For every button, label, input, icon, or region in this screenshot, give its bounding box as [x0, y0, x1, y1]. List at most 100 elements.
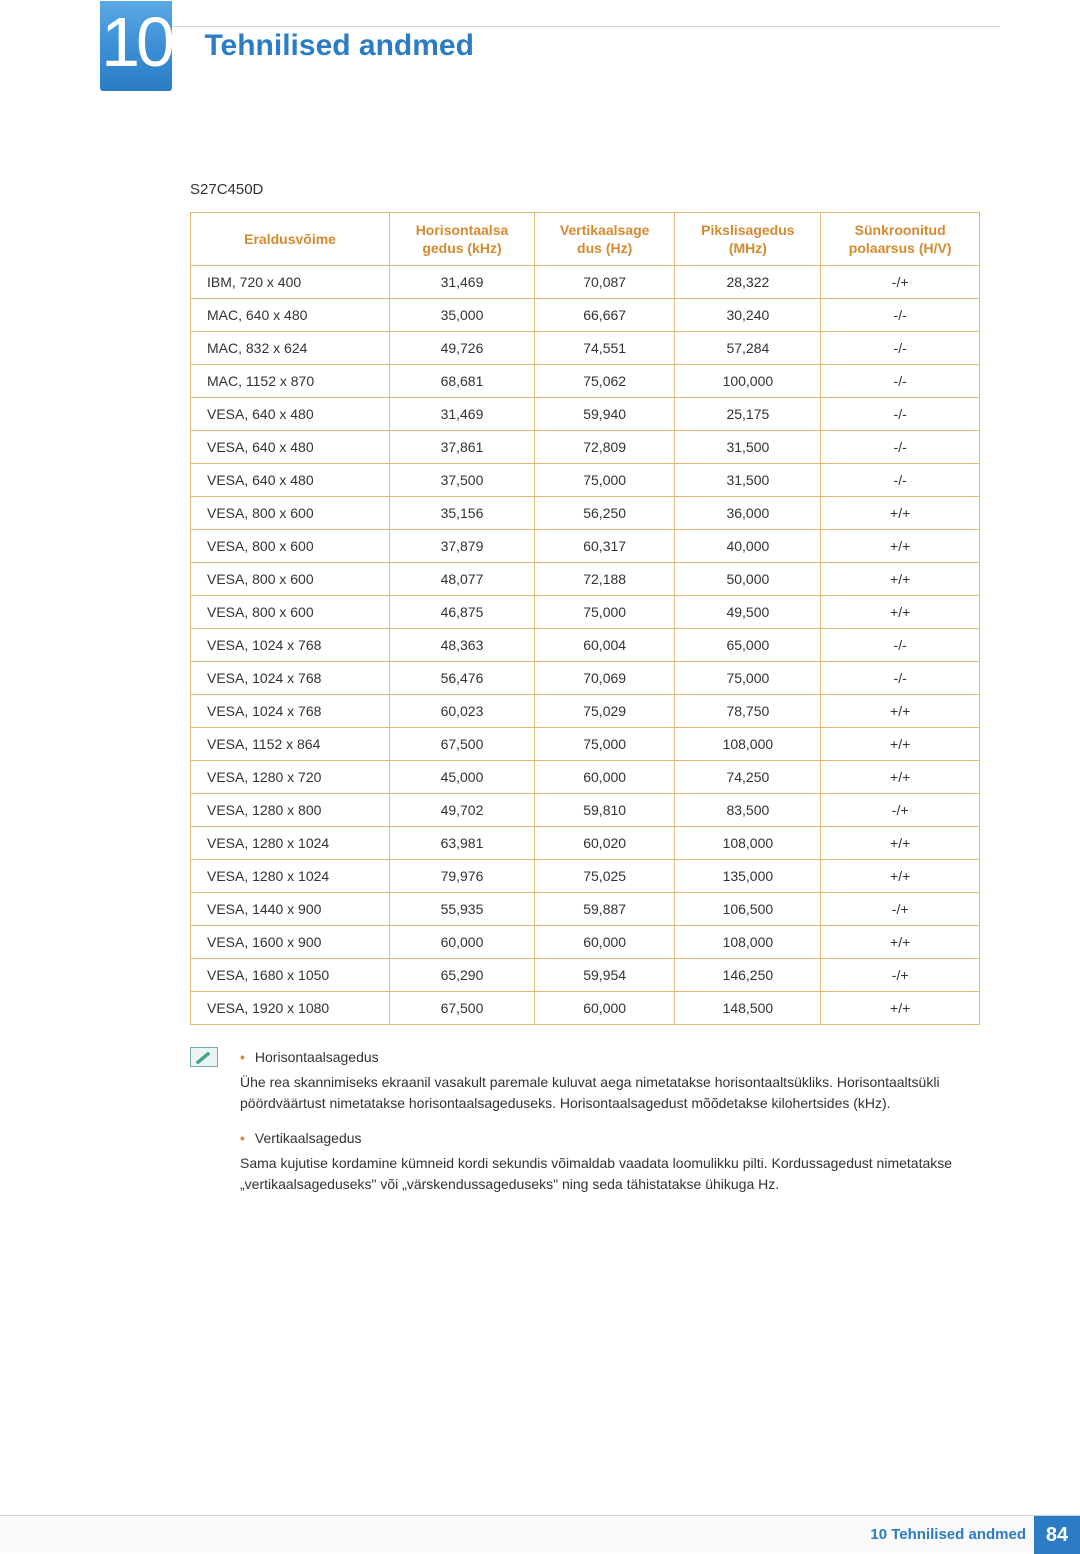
note-item: •VertikaalsagedusSama kujutise kordamine… [240, 1128, 980, 1195]
cell-hfreq: 49,726 [390, 332, 535, 365]
cell-hfreq: 48,363 [390, 629, 535, 662]
table-header-row: Eraldusvõime Horisontaalsagedus (kHz) Ve… [191, 213, 980, 266]
cell-pixelclock: 148,500 [675, 992, 821, 1025]
cell-sync: +/+ [821, 530, 980, 563]
cell-sync: +/+ [821, 497, 980, 530]
cell-resolution: VESA, 1152 x 864 [191, 728, 390, 761]
cell-sync: -/+ [821, 266, 980, 299]
col-hfreq: Horisontaalsagedus (kHz) [390, 213, 535, 266]
cell-pixelclock: 74,250 [675, 761, 821, 794]
cell-vfreq: 56,250 [534, 497, 675, 530]
page-footer: 10 Tehnilised andmed84 [0, 1515, 1080, 1553]
cell-hfreq: 35,156 [390, 497, 535, 530]
cell-sync: -/- [821, 464, 980, 497]
table-row: VESA, 800 x 60037,87960,31740,000+/+ [191, 530, 980, 563]
cell-hfreq: 31,469 [390, 266, 535, 299]
cell-sync: +/+ [821, 563, 980, 596]
cell-resolution: VESA, 1024 x 768 [191, 695, 390, 728]
note-icon [190, 1047, 218, 1067]
note-term: Vertikaalsagedus [255, 1130, 362, 1146]
cell-sync: -/+ [821, 959, 980, 992]
cell-pixelclock: 106,500 [675, 893, 821, 926]
table-row: MAC, 640 x 48035,00066,66730,240-/- [191, 299, 980, 332]
cell-pixelclock: 25,175 [675, 398, 821, 431]
spec-table: Eraldusvõime Horisontaalsagedus (kHz) Ve… [190, 212, 980, 1025]
cell-pixelclock: 108,000 [675, 827, 821, 860]
cell-hfreq: 63,981 [390, 827, 535, 860]
cell-sync: +/+ [821, 695, 980, 728]
cell-hfreq: 79,976 [390, 860, 535, 893]
table-row: VESA, 800 x 60046,87575,00049,500+/+ [191, 596, 980, 629]
cell-hfreq: 65,290 [390, 959, 535, 992]
chapter-header: 10 Tehnilised andmed [100, 1, 1080, 91]
cell-resolution: VESA, 1280 x 1024 [191, 827, 390, 860]
cell-resolution: VESA, 640 x 480 [191, 464, 390, 497]
table-row: VESA, 1280 x 102479,97675,025135,000+/+ [191, 860, 980, 893]
cell-pixelclock: 31,500 [675, 464, 821, 497]
table-row: VESA, 800 x 60035,15656,25036,000+/+ [191, 497, 980, 530]
table-row: VESA, 1600 x 90060,00060,000108,000+/+ [191, 926, 980, 959]
cell-vfreq: 75,025 [534, 860, 675, 893]
cell-vfreq: 59,954 [534, 959, 675, 992]
cell-vfreq: 75,000 [534, 464, 675, 497]
col-pixelclock: Pikslisagedus(MHz) [675, 213, 821, 266]
cell-pixelclock: 108,000 [675, 926, 821, 959]
cell-hfreq: 67,500 [390, 992, 535, 1025]
table-row: VESA, 1024 x 76860,02375,02978,750+/+ [191, 695, 980, 728]
table-row: VESA, 640 x 48031,46959,94025,175-/- [191, 398, 980, 431]
cell-resolution: VESA, 800 x 600 [191, 530, 390, 563]
cell-vfreq: 60,000 [534, 926, 675, 959]
cell-sync: +/+ [821, 596, 980, 629]
table-row: VESA, 640 x 48037,50075,00031,500-/- [191, 464, 980, 497]
cell-resolution: VESA, 1680 x 1050 [191, 959, 390, 992]
note-desc: Ühe rea skannimiseks ekraanil vasakult p… [240, 1072, 980, 1114]
cell-hfreq: 49,702 [390, 794, 535, 827]
cell-sync: +/+ [821, 728, 980, 761]
col-sync: Sünkroonitudpolaarsus (H/V) [821, 213, 980, 266]
table-row: VESA, 1024 x 76848,36360,00465,000-/- [191, 629, 980, 662]
cell-vfreq: 75,000 [534, 596, 675, 629]
cell-vfreq: 75,062 [534, 365, 675, 398]
cell-hfreq: 68,681 [390, 365, 535, 398]
cell-resolution: MAC, 1152 x 870 [191, 365, 390, 398]
cell-sync: -/- [821, 299, 980, 332]
cell-pixelclock: 49,500 [675, 596, 821, 629]
note-term: Horisontaalsagedus [255, 1049, 379, 1065]
table-row: VESA, 1280 x 72045,00060,00074,250+/+ [191, 761, 980, 794]
table-row: VESA, 1440 x 90055,93559,887106,500-/+ [191, 893, 980, 926]
cell-sync: -/- [821, 398, 980, 431]
cell-vfreq: 59,887 [534, 893, 675, 926]
table-row: VESA, 1280 x 102463,98160,020108,000+/+ [191, 827, 980, 860]
cell-vfreq: 59,940 [534, 398, 675, 431]
cell-vfreq: 72,188 [534, 563, 675, 596]
cell-pixelclock: 108,000 [675, 728, 821, 761]
footer-page-number: 84 [1034, 1516, 1080, 1554]
note-desc: Sama kujutise kordamine kümneid kordi se… [240, 1153, 980, 1195]
cell-vfreq: 60,004 [534, 629, 675, 662]
cell-vfreq: 60,020 [534, 827, 675, 860]
cell-resolution: VESA, 800 x 600 [191, 563, 390, 596]
cell-pixelclock: 78,750 [675, 695, 821, 728]
cell-pixelclock: 30,240 [675, 299, 821, 332]
cell-pixelclock: 146,250 [675, 959, 821, 992]
cell-sync: -/- [821, 629, 980, 662]
cell-sync: -/- [821, 332, 980, 365]
table-row: VESA, 1920 x 108067,50060,000148,500+/+ [191, 992, 980, 1025]
cell-pixelclock: 65,000 [675, 629, 821, 662]
cell-vfreq: 70,087 [534, 266, 675, 299]
cell-resolution: VESA, 800 x 600 [191, 497, 390, 530]
cell-resolution: MAC, 640 x 480 [191, 299, 390, 332]
cell-sync: -/- [821, 431, 980, 464]
cell-vfreq: 60,317 [534, 530, 675, 563]
notes-block: •HorisontaalsagedusÜhe rea skannimiseks … [190, 1047, 980, 1209]
cell-hfreq: 45,000 [390, 761, 535, 794]
cell-vfreq: 59,810 [534, 794, 675, 827]
cell-resolution: VESA, 1280 x 720 [191, 761, 390, 794]
cell-pixelclock: 28,322 [675, 266, 821, 299]
cell-pixelclock: 40,000 [675, 530, 821, 563]
cell-resolution: VESA, 1440 x 900 [191, 893, 390, 926]
cell-resolution: VESA, 1024 x 768 [191, 662, 390, 695]
chapter-number-badge: 10 [100, 1, 172, 91]
cell-pixelclock: 50,000 [675, 563, 821, 596]
cell-resolution: MAC, 832 x 624 [191, 332, 390, 365]
